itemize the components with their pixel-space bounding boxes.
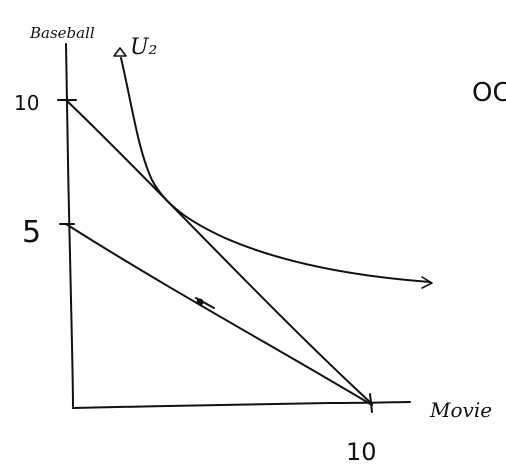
budget-line-5 [65,223,373,406]
x-axis [72,401,411,409]
x-tick-label-10: 10 [346,438,377,466]
y-axis [65,43,74,409]
curve-arrowhead-top [113,47,127,57]
curve-label-u2: U₂ [130,35,157,60]
curve-arrowhead-right [421,276,433,289]
y-axis-label: Baseball [29,24,95,42]
x-axis-label: Movie [429,398,492,422]
y-tick-label-10: 10 [14,91,39,115]
budget-line-10 [65,99,373,405]
partial-text: OC [472,78,506,108]
y-tick-label-5: 5 [22,215,41,250]
indifference-curve-u2 [120,57,431,283]
point-marker-stroke [195,297,215,309]
